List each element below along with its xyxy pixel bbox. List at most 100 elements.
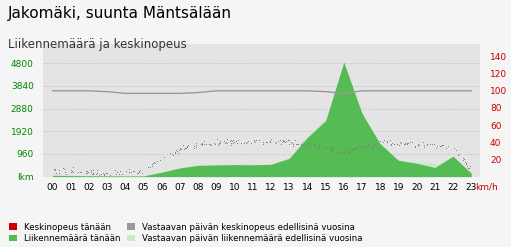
Point — [311, 142, 319, 146]
Point — [144, 165, 152, 169]
Point — [181, 146, 189, 150]
Point — [392, 142, 401, 145]
Point — [87, 168, 95, 172]
Point — [462, 164, 471, 168]
Point — [234, 138, 242, 142]
Point — [429, 143, 437, 146]
Point — [255, 138, 263, 142]
Text: Liikennemäärä ja keskinopeus: Liikennemäärä ja keskinopeus — [8, 38, 187, 51]
Point — [205, 142, 213, 146]
Point — [197, 142, 205, 145]
Point — [327, 147, 335, 151]
Point — [244, 139, 252, 143]
Point — [359, 144, 367, 148]
Point — [207, 143, 215, 147]
Point — [77, 170, 85, 174]
Point — [171, 151, 179, 155]
Point — [420, 144, 428, 148]
Point — [346, 150, 354, 154]
Point — [77, 170, 85, 174]
Point — [311, 144, 319, 148]
Point — [459, 158, 467, 162]
Point — [259, 140, 267, 144]
Point — [354, 146, 362, 150]
Point — [225, 139, 234, 143]
Point — [462, 161, 471, 165]
Point — [88, 172, 97, 176]
Point — [420, 144, 428, 147]
Point — [221, 142, 229, 145]
Point — [51, 168, 59, 172]
Point — [266, 139, 274, 143]
Point — [442, 146, 450, 150]
Point — [368, 145, 377, 149]
Point — [134, 171, 142, 175]
Point — [67, 170, 75, 174]
Point — [222, 140, 230, 144]
Point — [396, 140, 404, 144]
Point — [403, 142, 411, 146]
Point — [84, 170, 92, 174]
Point — [464, 166, 472, 170]
Point — [338, 151, 346, 155]
Point — [289, 144, 297, 148]
Point — [213, 137, 221, 141]
Point — [82, 171, 90, 175]
Point — [394, 143, 403, 147]
Point — [388, 142, 397, 145]
Point — [55, 168, 63, 172]
Point — [374, 146, 382, 150]
Point — [246, 141, 254, 144]
Point — [379, 140, 387, 144]
Point — [149, 161, 157, 165]
Point — [292, 143, 300, 146]
Point — [310, 143, 318, 146]
Point — [338, 150, 346, 154]
Point — [128, 169, 136, 173]
Point — [192, 145, 200, 149]
Point — [87, 170, 95, 174]
Point — [138, 171, 146, 175]
Point — [454, 153, 462, 157]
Point — [423, 142, 431, 146]
Point — [55, 171, 63, 175]
Point — [59, 167, 67, 171]
Point — [223, 137, 231, 141]
Point — [201, 142, 210, 145]
Point — [340, 150, 348, 154]
Point — [242, 141, 250, 145]
Point — [327, 149, 335, 153]
Point — [266, 139, 274, 143]
Point — [174, 151, 182, 155]
Point — [106, 173, 114, 177]
Point — [397, 141, 405, 144]
Point — [148, 162, 156, 165]
Point — [176, 147, 184, 151]
Point — [135, 170, 144, 174]
Point — [210, 141, 218, 145]
Point — [111, 168, 119, 172]
Point — [153, 159, 161, 163]
Point — [383, 140, 391, 144]
Point — [180, 147, 188, 151]
Point — [52, 171, 60, 175]
Point — [297, 142, 306, 145]
Point — [328, 145, 336, 149]
Point — [227, 143, 235, 147]
Point — [358, 144, 366, 148]
Point — [428, 143, 436, 146]
Point — [183, 144, 192, 148]
Point — [99, 171, 107, 175]
Point — [285, 138, 293, 142]
Point — [280, 139, 288, 143]
Point — [350, 146, 358, 150]
Point — [69, 165, 77, 169]
Point — [95, 173, 103, 177]
Point — [404, 141, 412, 144]
Point — [148, 162, 156, 166]
Point — [175, 148, 183, 152]
Point — [91, 172, 100, 176]
Point — [363, 145, 371, 149]
Point — [460, 157, 469, 161]
Point — [369, 144, 377, 148]
